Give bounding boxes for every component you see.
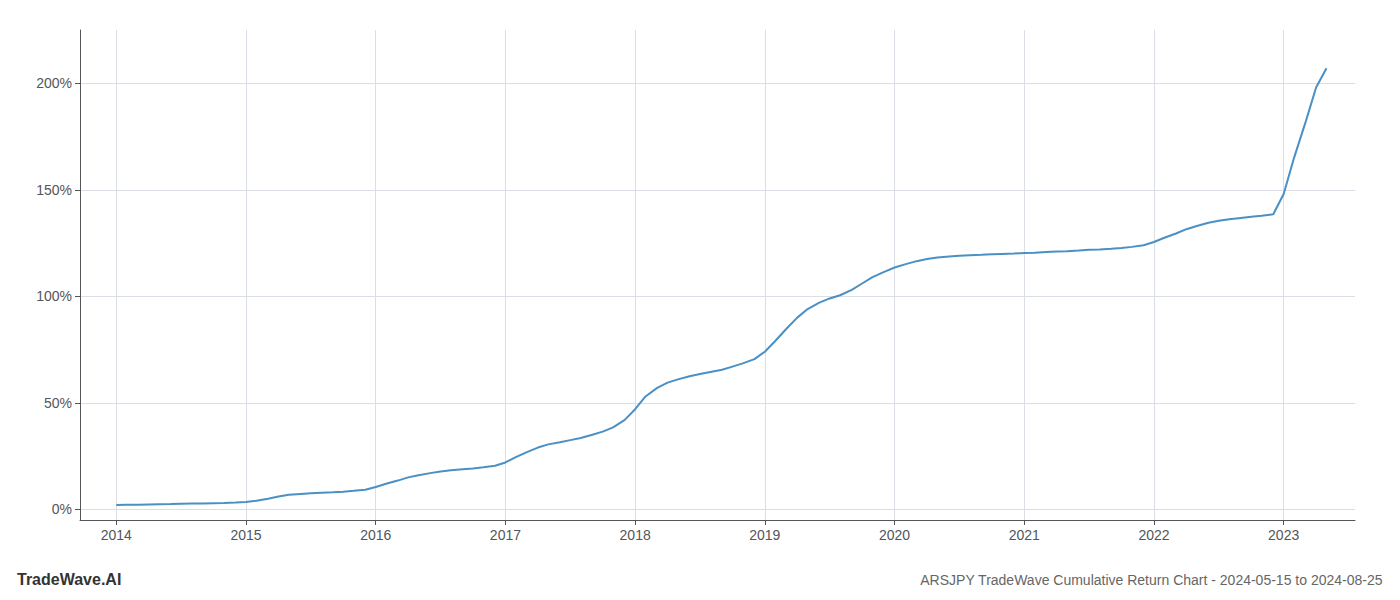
svg-text:100%: 100%: [36, 288, 72, 304]
svg-text:0%: 0%: [52, 501, 72, 517]
svg-text:200%: 200%: [36, 75, 72, 91]
svg-text:2022: 2022: [1138, 527, 1169, 543]
svg-text:2020: 2020: [879, 527, 910, 543]
svg-text:50%: 50%: [44, 395, 72, 411]
svg-text:2016: 2016: [360, 527, 391, 543]
svg-text:TradeWave.AI: TradeWave.AI: [17, 571, 121, 588]
svg-text:2017: 2017: [490, 527, 521, 543]
svg-text:150%: 150%: [36, 182, 72, 198]
svg-text:2023: 2023: [1268, 527, 1299, 543]
svg-text:ARSJPY TradeWave Cumulative Re: ARSJPY TradeWave Cumulative Return Chart…: [920, 572, 1382, 588]
svg-text:2018: 2018: [620, 527, 651, 543]
svg-text:2015: 2015: [230, 527, 261, 543]
svg-text:2019: 2019: [749, 527, 780, 543]
svg-text:2014: 2014: [101, 527, 132, 543]
svg-text:2021: 2021: [1009, 527, 1040, 543]
